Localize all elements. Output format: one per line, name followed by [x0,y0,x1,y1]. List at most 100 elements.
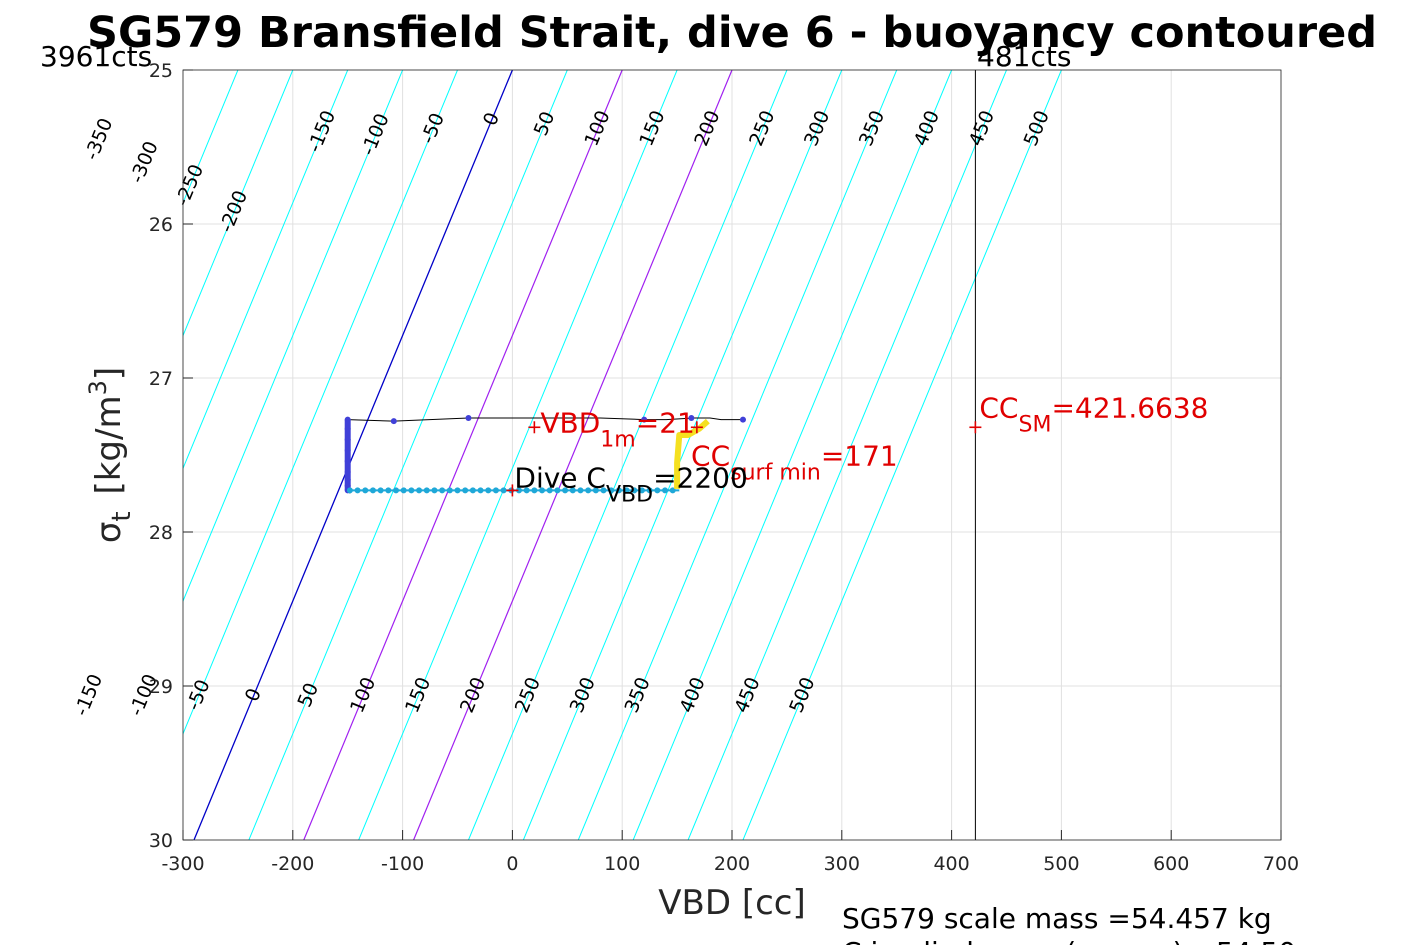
x-tick-label: 700 [1263,853,1299,875]
contour-line [303,70,623,840]
cc-surf-min-annotation: CCsurf min=171 [691,440,898,486]
y-label-main: σ [89,522,129,544]
cc-sm-sub: SM [1018,412,1051,437]
purple-point [344,436,351,443]
contour-label: -350 [81,115,118,163]
y-tick-label: 28 [149,522,173,544]
contour-label: 0 [479,109,504,129]
contour-label: 50 [293,680,323,711]
contour-label: 500 [1020,107,1054,149]
contour-line [632,70,953,840]
contour-label: 250 [745,107,779,149]
contour-label: 150 [635,107,669,149]
purple-point [688,415,695,422]
contour-line [183,70,349,470]
contour-label: 450 [965,107,999,149]
y-tick-label: 29 [149,676,173,698]
cc-surf-value: =171 [821,440,898,473]
y-label-sup: 3 [84,380,112,395]
y-tick-label: 30 [149,830,173,852]
contour-line [687,70,1007,840]
purple-point [344,425,351,432]
contour-label: 100 [580,107,614,149]
vbd-1m-main: VBD [540,406,600,439]
vbd-1m-sub: 1m [600,427,635,452]
contour-label: -300 [126,138,163,186]
contour-line [0,70,18,840]
contour-label: 350 [855,107,889,149]
contour-label: -50 [182,677,214,714]
cc-sm-annotation: CCSM=421.6638 [979,391,1208,437]
x-tick-label: 300 [824,853,860,875]
contour-label: 0 [241,685,266,705]
x-tick-label: 0 [506,853,518,875]
contour-label: 500 [785,674,819,716]
contour-line [468,70,788,840]
vbd-1m-annotation: VBD1m=21 [540,406,694,452]
x-tick-label: -300 [161,853,204,875]
contour-label: 400 [675,674,709,716]
contour-line [742,70,1062,840]
contour-label: 450 [730,674,764,716]
purple-point [641,416,648,423]
x-tick-label: -100 [381,853,424,875]
contour-label: -50 [417,110,449,147]
contour-line [248,70,568,840]
contour-line [0,70,73,840]
contour-label: 300 [566,674,600,716]
purple-point [390,418,397,425]
contour-line [413,70,733,840]
contour-line [183,70,458,736]
corner-label-left: 3961cts [40,40,152,73]
chart-title: SG579 Bransfield Strait, dive 6 - buoyan… [87,8,1377,58]
cc-surf-sub: surf min [730,461,821,486]
x-tick-label: 400 [933,853,969,875]
contour-label: 50 [530,108,560,139]
vbd-1m-value: =21 [636,406,695,439]
y-tick-label: 25 [149,60,173,82]
y-label-sub: t [107,511,137,521]
dive-c-vbd-annotation: Dive CVBD=2200 [514,461,747,507]
footer-line-2: C implied mass (approx) =54.50 [842,936,1296,945]
buoyancy-contours [0,70,1062,840]
dive-c-sub: VBD [606,482,653,507]
svg-text:CCsurf min=171: CCsurf min=171 [691,440,898,486]
contour-label: -100 [357,110,394,158]
purple-point [344,458,351,465]
contour-label: 150 [401,674,435,716]
contour-label: 100 [346,674,380,716]
y-label-units: [kg/m [89,395,129,494]
y-tick-label: 26 [149,214,173,236]
contour-line [183,70,404,603]
contour-label: -150 [303,107,340,155]
y-label-close: ] [89,367,129,380]
contour-label: 200 [690,107,724,149]
axis-ticks: -300 -200 -100 0 100 200 300 400 500 600 700252627… [149,60,1299,875]
contour-label: 350 [621,674,655,716]
y-tick-label: 27 [149,368,173,390]
purple-point [344,468,351,475]
cc-surf-main: CC [691,440,730,473]
svg-text:Dive CVBD=2200: Dive CVBD=2200 [514,461,747,507]
contour-label: 200 [456,674,490,716]
contour-label: 400 [910,107,944,149]
cc-sm-main: CC [979,391,1018,424]
contour-label: -250 [171,161,208,209]
x-tick-label: 500 [1043,853,1079,875]
contour-label: 300 [800,107,834,149]
contour-label: 250 [511,674,545,716]
x-tick-label: 100 [604,853,640,875]
corner-label-right: 481cts [977,40,1071,73]
purple-point [739,416,746,423]
svg-text:VBD1m=21: VBD1m=21 [540,406,694,452]
contour-line [193,70,514,840]
y-axis-label: σt [kg/m3] [84,367,137,543]
dive-c-value: =2200 [653,461,748,494]
purple-point [344,482,351,489]
cc-sm-value: =421.6638 [1051,391,1208,424]
x-tick-label: 200 [714,853,750,875]
contour-line [358,70,678,840]
purple-point [344,476,351,483]
x-axis-label: VBD [cc] [658,883,806,923]
svg-text:CCSM=421.6638: CCSM=421.6638 [979,391,1208,437]
